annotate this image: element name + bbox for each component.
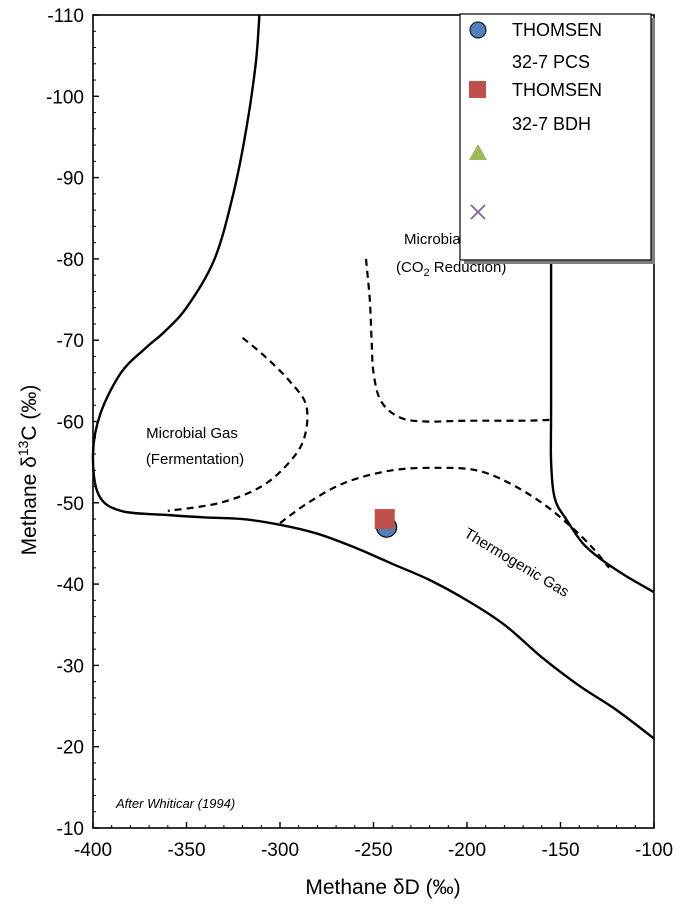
data-points xyxy=(374,509,398,538)
x-tick-label: -400 xyxy=(74,840,112,861)
legend-marker-triangle xyxy=(469,144,487,160)
legend-entry-2-line1: THOMSEN xyxy=(512,80,602,100)
x-tick-label: -150 xyxy=(541,840,579,861)
solid-boundary-1 xyxy=(91,14,655,740)
x-tick-label: -250 xyxy=(354,840,392,861)
y-tick-label: -30 xyxy=(57,656,84,677)
y-tick-label: -50 xyxy=(57,494,84,515)
y-tick-label: -110 xyxy=(47,6,84,27)
dashed-boundary-1 xyxy=(167,336,309,512)
legend: THOMSEN 32-7 PCS THOMSEN 32-7 BDH xyxy=(459,13,655,264)
y-axis-title-delta: δ xyxy=(18,456,41,468)
dashed-boundary-2 xyxy=(364,258,550,423)
legend-entry-1-line2: 32-7 PCS xyxy=(512,52,590,72)
legend-entry-1-line1: THOMSEN xyxy=(512,20,602,40)
dashed-boundary-3 xyxy=(279,466,610,569)
y-tick-label: -10 xyxy=(57,819,84,840)
y-tick-label: -80 xyxy=(57,250,84,271)
y-tick-label: -100 xyxy=(46,87,84,108)
legend-marker-circle xyxy=(469,21,487,39)
co2-label-pre: (CO xyxy=(396,259,424,276)
x-axis-title: Methane δD (‰) xyxy=(305,876,460,899)
fermentation-label-line2: (Fermentation) xyxy=(146,451,244,468)
y-axis-title-post: C (‰) xyxy=(18,385,41,441)
x-tick-label: -300 xyxy=(261,840,299,861)
legend-box xyxy=(459,13,652,261)
x-tick-label: -350 xyxy=(167,840,205,861)
y-axis-title-sup: 13 xyxy=(15,440,31,456)
y-axis-title: Methane δ13C (‰) xyxy=(15,385,41,556)
legend-marker-square xyxy=(469,81,486,98)
y-tick-label: -90 xyxy=(57,169,84,190)
co2-label-sub: 2 xyxy=(424,267,430,279)
x-tick-label: -100 xyxy=(635,840,673,861)
fermentation-label-line1: Microbial Gas xyxy=(146,425,238,442)
y-tick-label: -60 xyxy=(57,413,84,434)
y-tick-label: -20 xyxy=(57,738,84,759)
thermogenic-label: Thermogenic Gas xyxy=(461,525,572,601)
credit-text: After Whiticar (1994) xyxy=(115,796,235,811)
y-tick-label: -40 xyxy=(57,575,84,596)
x-tick-label: -200 xyxy=(448,840,486,861)
point-square xyxy=(374,509,395,530)
legend-marker-x xyxy=(470,204,486,220)
y-tick-label: -70 xyxy=(57,331,84,352)
y-axis-title-pre: Methane xyxy=(18,468,41,556)
axis-ticks: -400 -350 -300 -250 -200 -150 -100 -110 -100 -90 -… xyxy=(46,6,673,861)
legend-entry-2-line2: 32-7 BDH xyxy=(512,114,591,134)
